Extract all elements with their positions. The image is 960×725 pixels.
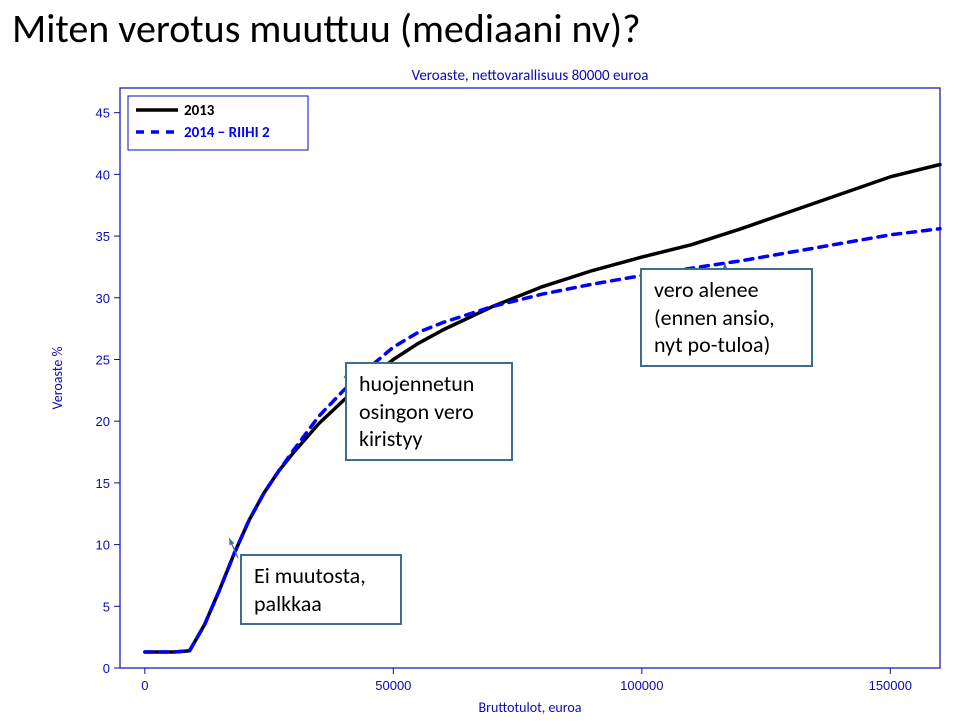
callout-ei-muutosta: Ei muutosta, palkkaa <box>240 554 402 625</box>
svg-text:0: 0 <box>141 678 148 693</box>
svg-text:150000: 150000 <box>869 678 912 693</box>
svg-text:0: 0 <box>103 661 110 676</box>
callout-line: (ennen ansio, <box>654 304 775 331</box>
y-axis-label: Veroaste % <box>49 347 66 410</box>
svg-text:45: 45 <box>96 106 110 121</box>
svg-text:30: 30 <box>96 291 110 306</box>
svg-text:35: 35 <box>96 229 110 244</box>
svg-text:5: 5 <box>103 599 110 614</box>
callout-line: vero alenee <box>654 276 759 303</box>
chart-title: Veroaste, nettovarallisuus 80000 euroa <box>412 67 649 85</box>
svg-text:50000: 50000 <box>375 678 411 693</box>
callout-line: kiristyy <box>359 425 423 452</box>
callout-line: huojennetun <box>359 370 474 397</box>
x-axis-label: Bruttotulot, euroa <box>478 699 581 716</box>
svg-text:15: 15 <box>96 476 110 491</box>
svg-text:20: 20 <box>96 414 110 429</box>
callout-vero-alenee: vero alenee (ennen ansio, nyt po-tuloa) <box>640 268 813 367</box>
callout-line: osingon vero <box>359 398 474 425</box>
svg-text:40: 40 <box>96 167 110 182</box>
legend-label: 2013 <box>184 102 215 120</box>
legend: 2013 2014 − RIIHI 2 <box>128 96 308 150</box>
callout-line: Ei muutosta, <box>254 562 366 589</box>
page-title: Miten verotus muuttuu (mediaani nv)? <box>0 0 960 57</box>
legend-label: 2014 − RIIHI 2 <box>184 124 270 142</box>
callout-line: palkkaa <box>254 590 322 617</box>
callout-line: nyt po-tuloa) <box>654 331 770 358</box>
svg-text:25: 25 <box>96 352 110 367</box>
svg-text:10: 10 <box>96 538 110 553</box>
callout-huojennetun: huojennetun osingon vero kiristyy <box>345 362 513 461</box>
svg-text:100000: 100000 <box>620 678 663 693</box>
